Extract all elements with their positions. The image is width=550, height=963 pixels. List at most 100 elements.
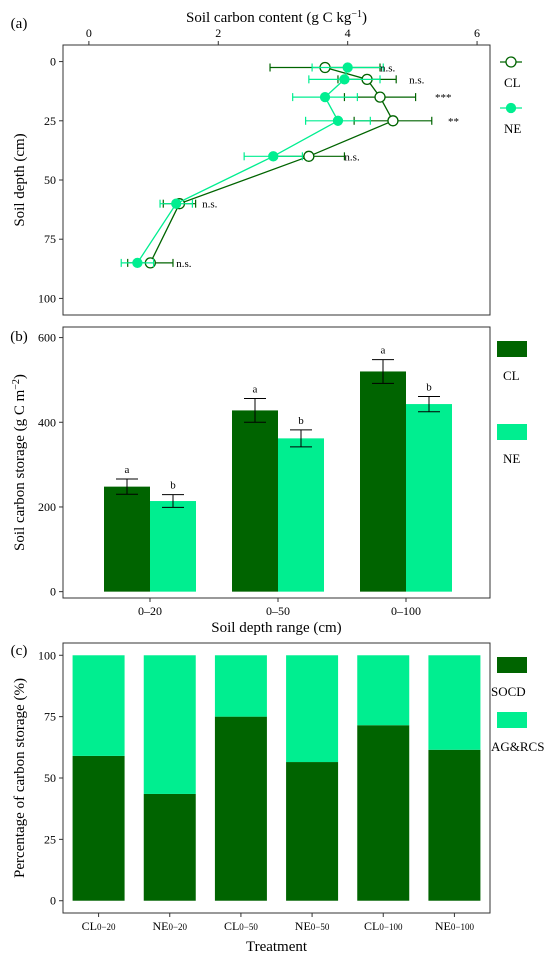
panel-c-x-tick-label: CL0−20 <box>82 919 116 933</box>
panel-c-y-tick-label: 75 <box>44 710 56 724</box>
panel-b-significance-letter: b <box>170 480 176 492</box>
panel-b-y-tick-label: 600 <box>38 331 56 345</box>
panel-a-point-CL <box>303 150 315 162</box>
panel-b-significance-letter: a <box>125 464 130 476</box>
panel-c-y-tick-label: 0 <box>50 894 56 908</box>
panel-c-bar-socd <box>428 749 481 901</box>
panel-b-significance-letter: b <box>298 415 304 427</box>
panel-a-point-NE <box>342 62 353 73</box>
panel-c-x-tick-label-subscript: 0−100 <box>451 922 475 932</box>
panel-a-y-tick-label: 100 <box>38 291 56 305</box>
panel-c-label: (c) <box>11 643 28 659</box>
panel-b-soil-carbon-storage: (b) 0 200 400 600 Soil carbon storage (g C m−… <box>10 326 527 636</box>
panel-c-x-axis-title: Treatment <box>246 939 308 955</box>
panel-b-x-axis-title: Soil depth range (cm) <box>211 620 341 636</box>
panel-b-significance-letter: a <box>381 345 386 357</box>
panel-a-y-tick-label: 50 <box>44 173 56 187</box>
panel-b-y-tick-label: 0 <box>50 585 56 599</box>
panel-c-x-tick-label: NE0−100 <box>435 919 475 933</box>
panel-c-bar-ag-rcs <box>143 655 196 794</box>
panel-c-y-tick-label: 25 <box>44 832 56 846</box>
panel-a-x-axis-title-text: Soil carbon content (g C kg <box>186 10 352 26</box>
panel-b-y-tick-label: 200 <box>38 500 56 514</box>
panel-a-y-tick-label: 0 <box>50 55 56 69</box>
panel-b-y-axis-title-superscript: −2 <box>11 379 22 390</box>
panel-b-frame <box>62 326 491 599</box>
panel-a-legend-label: CL <box>504 75 521 90</box>
panel-b-legend-swatch-NE <box>497 424 527 440</box>
panel-c-y-tick-label: 100 <box>38 648 56 662</box>
panel-c-bar-socd <box>214 716 267 901</box>
panel-a-y-tick-label: 75 <box>44 232 56 246</box>
panel-c-legend-swatch <box>497 657 527 673</box>
panel-a-x-tick-label: 6 <box>474 26 480 40</box>
panel-a-x-tick-label: 4 <box>345 26 351 40</box>
panel-c-bar-socd <box>286 762 339 901</box>
panel-b-y-axis-title: Soil carbon storage (g C m−2) <box>11 374 28 551</box>
panel-c-x-tick-label-subscript: 0−50 <box>311 922 330 932</box>
panel-c-bar-ag-rcs <box>286 655 339 763</box>
panel-b-significance-letter: a <box>253 384 258 396</box>
panel-a-x-tick-label: 2 <box>215 26 221 40</box>
panel-b-label: (b) <box>10 329 28 345</box>
panel-a-point-NE <box>319 91 331 103</box>
panel-a-significance-label: n.s. <box>176 258 192 270</box>
panel-b-y-tick-label: 400 <box>38 415 56 429</box>
panel-c-bar-ag-rcs <box>72 655 125 756</box>
panel-c-bar-ag-rcs <box>357 655 410 726</box>
panel-c-frame <box>62 642 491 914</box>
panel-c-bar-socd <box>143 793 196 901</box>
panel-a-point-CL <box>374 91 386 103</box>
panel-a-legend-marker-CL <box>505 56 517 68</box>
panel-a-significance-label: *** <box>435 92 452 104</box>
panel-c-x-tick-label-main: NE <box>435 919 451 933</box>
panel-c-x-tick-label: CL0−100 <box>364 919 403 933</box>
panel-c-legend-swatch <box>497 712 527 728</box>
panel-c-x-tick-label-subscript: 0−20 <box>97 922 116 932</box>
panel-b-significance-letter: b <box>426 381 432 393</box>
panel-c-bar-socd <box>72 755 125 901</box>
panel-b-y-axis-title-text: Soil carbon storage (g C m <box>12 389 28 551</box>
panel-c-bar-socd <box>357 725 410 901</box>
panel-b-bar-CL <box>232 410 278 592</box>
panel-c-x-tick-label-main: NE <box>152 919 168 933</box>
panel-a-legend-label: NE <box>504 121 521 136</box>
panel-b-x-tick-label: 0–20 <box>138 604 162 618</box>
panel-a-significance-label: ** <box>448 116 459 128</box>
panel-a-soil-carbon-content: (a) Soil carbon content (g C kg−1) 0 2 4 6 0 25… <box>11 9 522 316</box>
panel-a-significance-label: n.s. <box>409 74 425 86</box>
panel-b-legend-label: NE <box>503 451 520 466</box>
panel-a-point-NE <box>132 257 143 269</box>
panel-a-point-NE <box>332 115 344 126</box>
panel-c-x-tick-label: NE0−50 <box>295 919 330 933</box>
panel-b-x-tick-label: 0–50 <box>266 604 290 618</box>
panel-c-x-tick-label-subscript: 0−50 <box>239 922 258 932</box>
panel-c-x-tick-label-subscript: 0−20 <box>168 922 187 932</box>
panel-c-x-tick-label-main: CL <box>224 919 239 933</box>
panel-c-x-tick-label-main: CL <box>82 919 97 933</box>
panel-b-x-tick-label: 0–100 <box>391 604 421 618</box>
panel-c-percentage-carbon-storage: (c) 0 25 50 75 100 Percentage of carbon storag… <box>11 642 544 955</box>
panel-a-point-NE <box>171 198 182 209</box>
panel-c-x-tick-label-main: CL <box>364 919 379 933</box>
panel-c-x-tick-label: NE0−20 <box>152 919 187 933</box>
panel-a-significance-label: n.s. <box>202 199 218 211</box>
panel-a-x-axis-title: Soil carbon content (g C kg−1) <box>186 9 367 26</box>
panel-a-frame <box>62 44 491 316</box>
panel-c-y-axis-title: Percentage of carbon storage (%) <box>12 678 28 878</box>
panel-b-bar-NE <box>406 404 452 592</box>
panel-a-point-NE <box>268 151 279 162</box>
panel-a-x-axis-title-superscript: −1 <box>351 9 362 20</box>
panel-b-bar-CL <box>104 486 150 592</box>
panel-c-bar-ag-rcs <box>428 655 481 750</box>
panel-a-x-tick-label: 0 <box>86 26 92 40</box>
panel-c-legend-label: AG&RCS <box>491 739 544 754</box>
panel-c-x-tick-label: CL0−50 <box>224 919 258 933</box>
panel-a-point-NE <box>339 74 350 85</box>
panel-b-legend-label: CL <box>503 368 520 383</box>
panel-b-y-axis-title-end: ) <box>12 374 28 379</box>
panel-a-label: (a) <box>11 16 28 32</box>
panel-a-x-axis-title-end: ) <box>362 10 367 26</box>
panel-b-bar-CL <box>360 371 406 592</box>
